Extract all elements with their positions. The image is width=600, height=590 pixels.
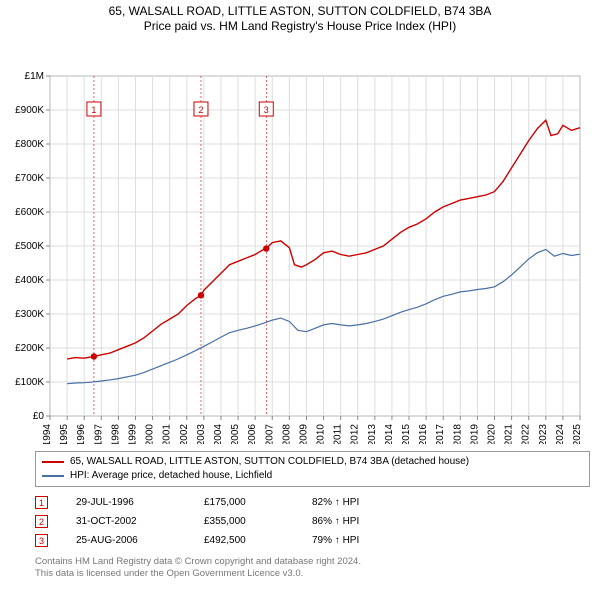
svg-text:1994: 1994 [42, 424, 53, 444]
chart-title: 65, WALSALL ROAD, LITTLE ASTON, SUTTON C… [0, 0, 600, 34]
svg-text:2005: 2005 [230, 424, 241, 444]
table-row: 1 29-JUL-1996 £175,000 82% ↑ HPI [35, 493, 590, 512]
sales-table: 1 29-JUL-1996 £175,000 82% ↑ HPI 2 31-OC… [35, 493, 590, 550]
svg-text:£800K: £800K [15, 139, 44, 150]
legend-label: 65, WALSALL ROAD, LITTLE ASTON, SUTTON C… [70, 455, 469, 469]
svg-text:£400K: £400K [15, 275, 44, 286]
sale-price: £492,500 [204, 535, 284, 546]
sale-date: 31-OCT-2002 [76, 516, 176, 527]
sale-pct: 82% ↑ HPI [312, 497, 402, 508]
svg-text:2024: 2024 [555, 424, 566, 444]
svg-text:2018: 2018 [452, 424, 463, 444]
chart-svg: £0 £100K £200K £300K £400K £500K £600K £700K £80… [0, 34, 600, 444]
footer-attribution: Contains HM Land Registry data © Crown c… [35, 556, 590, 581]
sale-price: £355,000 [204, 516, 284, 527]
svg-text:2000: 2000 [145, 424, 156, 444]
svg-text:£600K: £600K [15, 207, 44, 218]
legend-item: HPI: Average price, detached house, Lich… [42, 469, 583, 483]
svg-text:2008: 2008 [281, 424, 292, 444]
sale-marker-icon: 2 [35, 515, 48, 528]
svg-text:2009: 2009 [298, 424, 309, 444]
svg-text:2016: 2016 [418, 424, 429, 444]
svg-text:£0: £0 [33, 411, 45, 422]
svg-text:2025: 2025 [572, 424, 583, 444]
svg-text:£700K: £700K [15, 173, 44, 184]
legend-swatch [42, 475, 64, 477]
svg-text:£500K: £500K [15, 241, 44, 252]
svg-text:£300K: £300K [15, 309, 44, 320]
svg-text:2004: 2004 [213, 424, 224, 444]
svg-text:2013: 2013 [367, 424, 378, 444]
footer-line: Contains HM Land Registry data © Crown c… [35, 556, 590, 568]
legend-item: 65, WALSALL ROAD, LITTLE ASTON, SUTTON C… [42, 455, 583, 469]
svg-text:2022: 2022 [521, 424, 532, 444]
svg-text:2003: 2003 [196, 424, 207, 444]
svg-text:£100K: £100K [15, 377, 44, 388]
legend: 65, WALSALL ROAD, LITTLE ASTON, SUTTON C… [35, 451, 590, 487]
svg-text:3: 3 [264, 105, 269, 115]
svg-text:2023: 2023 [538, 424, 549, 444]
legend-label: HPI: Average price, detached house, Lich… [70, 469, 272, 483]
svg-text:2015: 2015 [401, 424, 412, 444]
svg-text:2: 2 [198, 105, 203, 115]
sale-pct: 79% ↑ HPI [312, 535, 402, 546]
svg-text:2019: 2019 [469, 424, 480, 444]
svg-text:2007: 2007 [264, 424, 275, 444]
svg-text:1997: 1997 [93, 424, 104, 444]
sale-pct: 86% ↑ HPI [312, 516, 402, 527]
svg-text:2001: 2001 [162, 424, 173, 444]
svg-text:1996: 1996 [76, 424, 87, 444]
svg-text:2020: 2020 [487, 424, 498, 444]
price-chart-container: 65, WALSALL ROAD, LITTLE ASTON, SUTTON C… [0, 0, 600, 590]
svg-text:2006: 2006 [247, 424, 258, 444]
sale-date: 29-JUL-1996 [76, 497, 176, 508]
sale-marker-icon: 3 [35, 534, 48, 547]
svg-text:£1M: £1M [25, 71, 44, 82]
legend-swatch [42, 461, 64, 463]
title-subtitle: Price paid vs. HM Land Registry's House … [0, 19, 600, 34]
svg-text:1: 1 [91, 105, 96, 115]
svg-text:2012: 2012 [350, 424, 361, 444]
sale-price: £175,000 [204, 497, 284, 508]
footer-line: This data is licensed under the Open Gov… [35, 568, 590, 580]
svg-text:2011: 2011 [333, 424, 344, 444]
svg-text:£200K: £200K [15, 343, 44, 354]
svg-text:2002: 2002 [179, 424, 190, 444]
svg-text:1999: 1999 [127, 424, 138, 444]
sale-marker-icon: 1 [35, 496, 48, 509]
table-row: 2 31-OCT-2002 £355,000 86% ↑ HPI [35, 512, 590, 531]
svg-text:£900K: £900K [15, 105, 44, 116]
svg-text:2010: 2010 [316, 424, 327, 444]
svg-text:2021: 2021 [504, 424, 515, 444]
sale-date: 25-AUG-2006 [76, 535, 176, 546]
svg-text:1998: 1998 [110, 424, 121, 444]
svg-text:2017: 2017 [435, 424, 446, 444]
table-row: 3 25-AUG-2006 £492,500 79% ↑ HPI [35, 531, 590, 550]
svg-text:2014: 2014 [384, 424, 395, 444]
title-address: 65, WALSALL ROAD, LITTLE ASTON, SUTTON C… [0, 4, 600, 19]
svg-text:1995: 1995 [59, 424, 70, 444]
